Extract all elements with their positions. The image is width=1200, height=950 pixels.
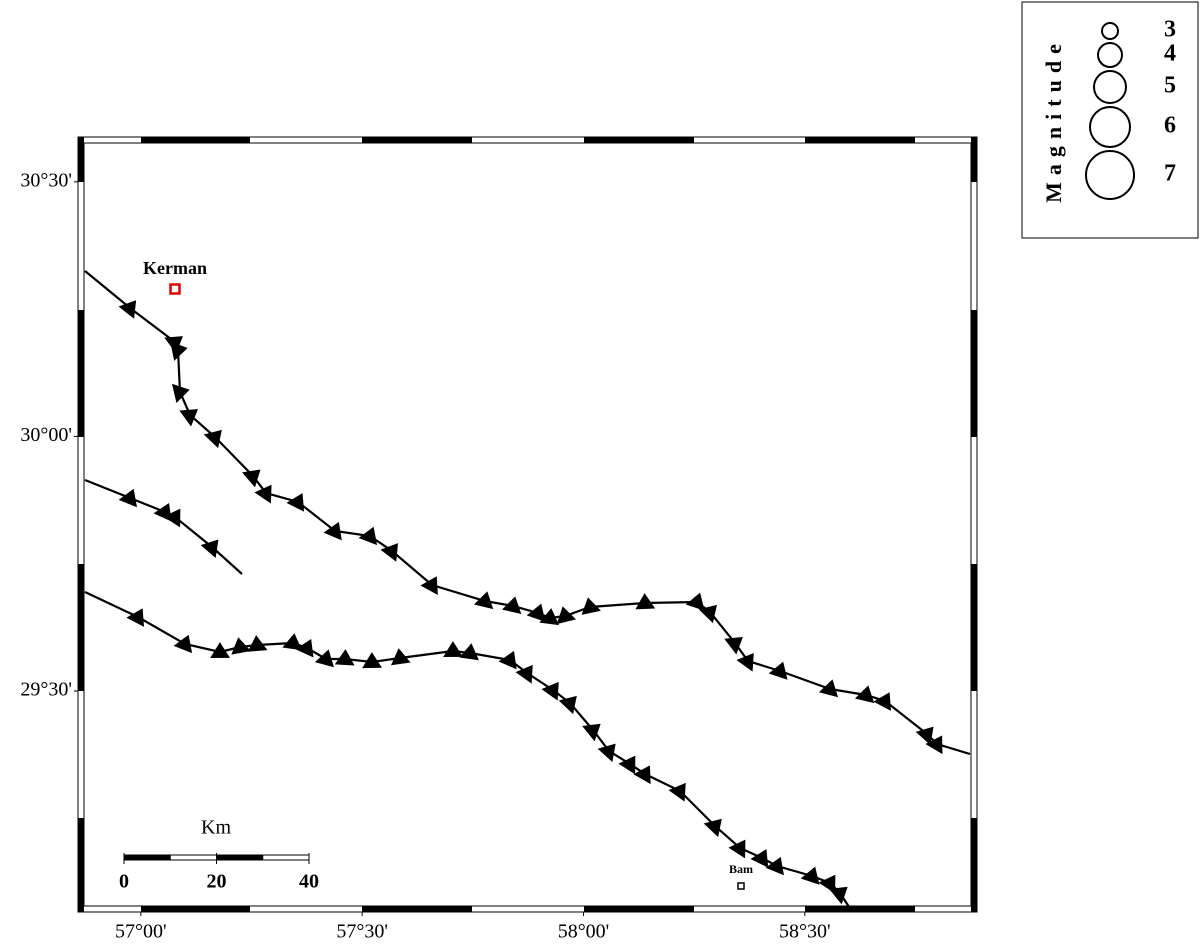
- scale-label: 20: [207, 871, 227, 893]
- lat-tick-label: 30°00': [20, 424, 72, 446]
- city-marker: [169, 283, 181, 295]
- lon-tick-label: 58°00': [558, 921, 610, 943]
- fault: [84, 270, 971, 756]
- lon-tick-label: 57°00': [115, 921, 167, 943]
- legend-circle: [1089, 106, 1131, 148]
- frame-bar: [805, 137, 915, 143]
- frame-bar: [971, 137, 977, 182]
- lat-tick-label: 30°30': [20, 169, 72, 191]
- map-inner-frame: [83, 142, 972, 907]
- frame-bar: [78, 137, 84, 182]
- frame-bar: [971, 564, 977, 691]
- lat-tick-label: 29°30': [20, 679, 72, 701]
- city-label: Bam: [729, 862, 753, 876]
- legend-label: 7: [1164, 161, 1176, 187]
- city-marker: [737, 882, 745, 890]
- scale-segment: [216, 854, 264, 861]
- scale-segment: [169, 854, 217, 861]
- legend-circle: [1093, 70, 1127, 104]
- fault: [84, 478, 243, 575]
- frame-bar: [78, 310, 84, 437]
- frame-bar: [584, 137, 694, 143]
- frame-bar: [78, 818, 84, 912]
- legend-circle: [1101, 22, 1119, 40]
- lon-tick-label: 58°30': [779, 921, 831, 943]
- legend-label: 4: [1164, 41, 1176, 67]
- frame-bar: [971, 310, 977, 437]
- legend-label: 6: [1164, 113, 1176, 139]
- scale-label: 0: [119, 871, 129, 893]
- legend-title: Magnitude: [1041, 37, 1066, 203]
- scale-unit: Km: [201, 817, 231, 839]
- legend-label: 5: [1164, 73, 1176, 99]
- scale-segment: [123, 854, 171, 861]
- map-frame: [77, 136, 978, 913]
- frame-bar: [78, 564, 84, 691]
- scale-label: 40: [299, 871, 319, 893]
- legend-box: [1021, 1, 1199, 239]
- frame-bar: [141, 906, 250, 912]
- city-label: Kerman: [143, 258, 207, 278]
- frame-bar: [584, 906, 694, 912]
- frame-bar: [141, 137, 250, 143]
- frame-bar: [805, 906, 915, 912]
- frame-bars: [78, 137, 977, 912]
- legend-circle: [1097, 42, 1123, 68]
- frame-bar: [362, 137, 472, 143]
- frame-bar: [971, 818, 977, 912]
- legend-circle: [1085, 150, 1135, 200]
- fault: [84, 591, 852, 911]
- lon-tick-label: 57°30': [336, 921, 388, 943]
- frame-bar: [362, 906, 472, 912]
- scale-segment: [262, 854, 310, 861]
- legend-label: 3: [1164, 17, 1176, 43]
